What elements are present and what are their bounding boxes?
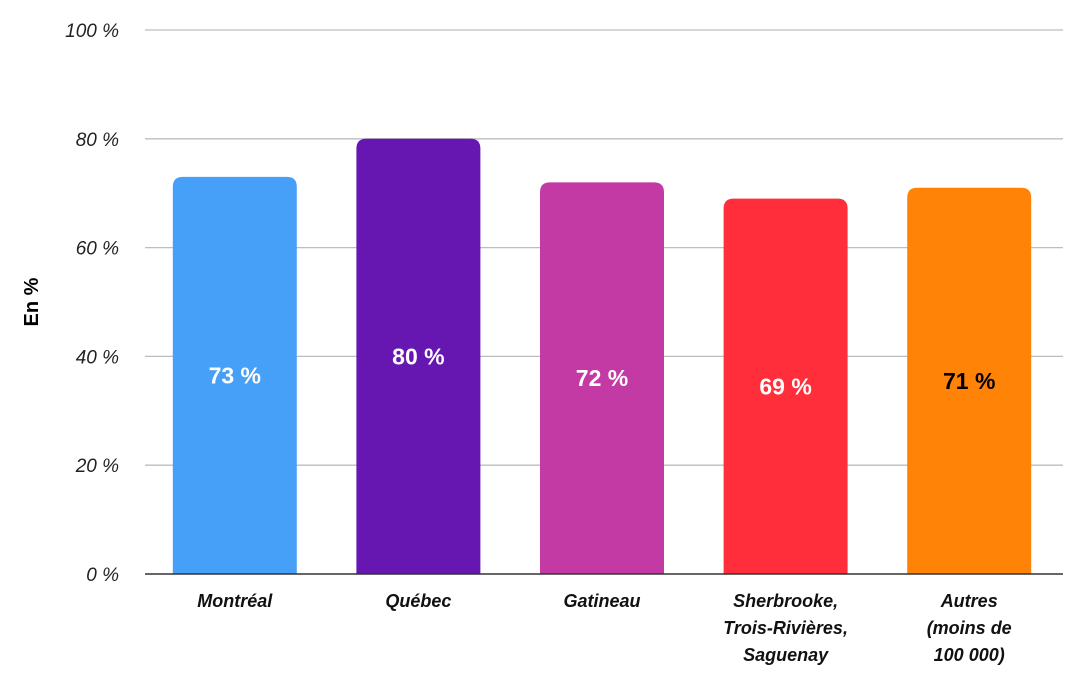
x-tick-label: Autres [940, 591, 998, 611]
x-tick-label: (moins de [927, 618, 1012, 638]
data-label: 71 % [943, 368, 995, 394]
data-label: 73 % [209, 362, 261, 388]
data-label: 72 % [576, 365, 628, 391]
y-tick-label: 20 % [75, 456, 119, 477]
bar [172, 176, 297, 574]
bars [172, 138, 1032, 575]
data-labels: 73 % 80 % 72 % 69 % 71 % [209, 343, 996, 399]
data-label: 80 % [392, 343, 444, 369]
x-tick-label: Montréal [197, 591, 273, 611]
y-tick-label: 60 % [76, 239, 119, 260]
bar [356, 138, 481, 575]
x-tick-label: 100 000) [934, 645, 1005, 665]
x-tick-label: Sherbrooke, [733, 591, 838, 611]
x-tick-label: Saguenay [743, 645, 829, 665]
y-tick-label: 40 % [76, 347, 119, 368]
x-tick-label: Québec [385, 591, 451, 611]
bar [540, 182, 664, 574]
x-axis-categories: Montréal Québec Gatineau Sherbrooke, Trois-R… [197, 591, 1011, 665]
bar [723, 198, 848, 574]
y-axis-ticks: 0 % 20 % 40 % 60 % 80 % 100 % [65, 21, 119, 586]
data-label: 69 % [759, 373, 811, 399]
y-tick-label: 0 % [86, 565, 119, 586]
y-tick-label: 100 % [65, 21, 119, 42]
y-axis-label: En % [21, 277, 43, 326]
y-tick-label: 80 % [76, 130, 119, 151]
x-tick-label: Gatineau [563, 591, 640, 611]
bar [907, 187, 1032, 574]
x-tick-label: Trois-Rivières, [723, 618, 848, 638]
